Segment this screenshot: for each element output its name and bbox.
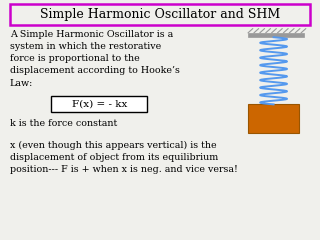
Bar	[51, 96, 147, 112]
Bar	[10, 4, 310, 25]
Text: A Simple Harmonic Oscillator is a
system in which the restorative
force is propo: A Simple Harmonic Oscillator is a system…	[10, 30, 180, 88]
Text: Simple Harmonic Oscillator and SHM: Simple Harmonic Oscillator and SHM	[40, 8, 280, 21]
Text: k is the force constant: k is the force constant	[10, 119, 117, 128]
Bar	[248, 33, 304, 37]
Text: F(x) = - kx: F(x) = - kx	[71, 99, 127, 108]
Bar	[248, 104, 299, 133]
Text: x (even though this appears vertical) is the
displacement of object from its equ: x (even though this appears vertical) is…	[10, 140, 237, 174]
